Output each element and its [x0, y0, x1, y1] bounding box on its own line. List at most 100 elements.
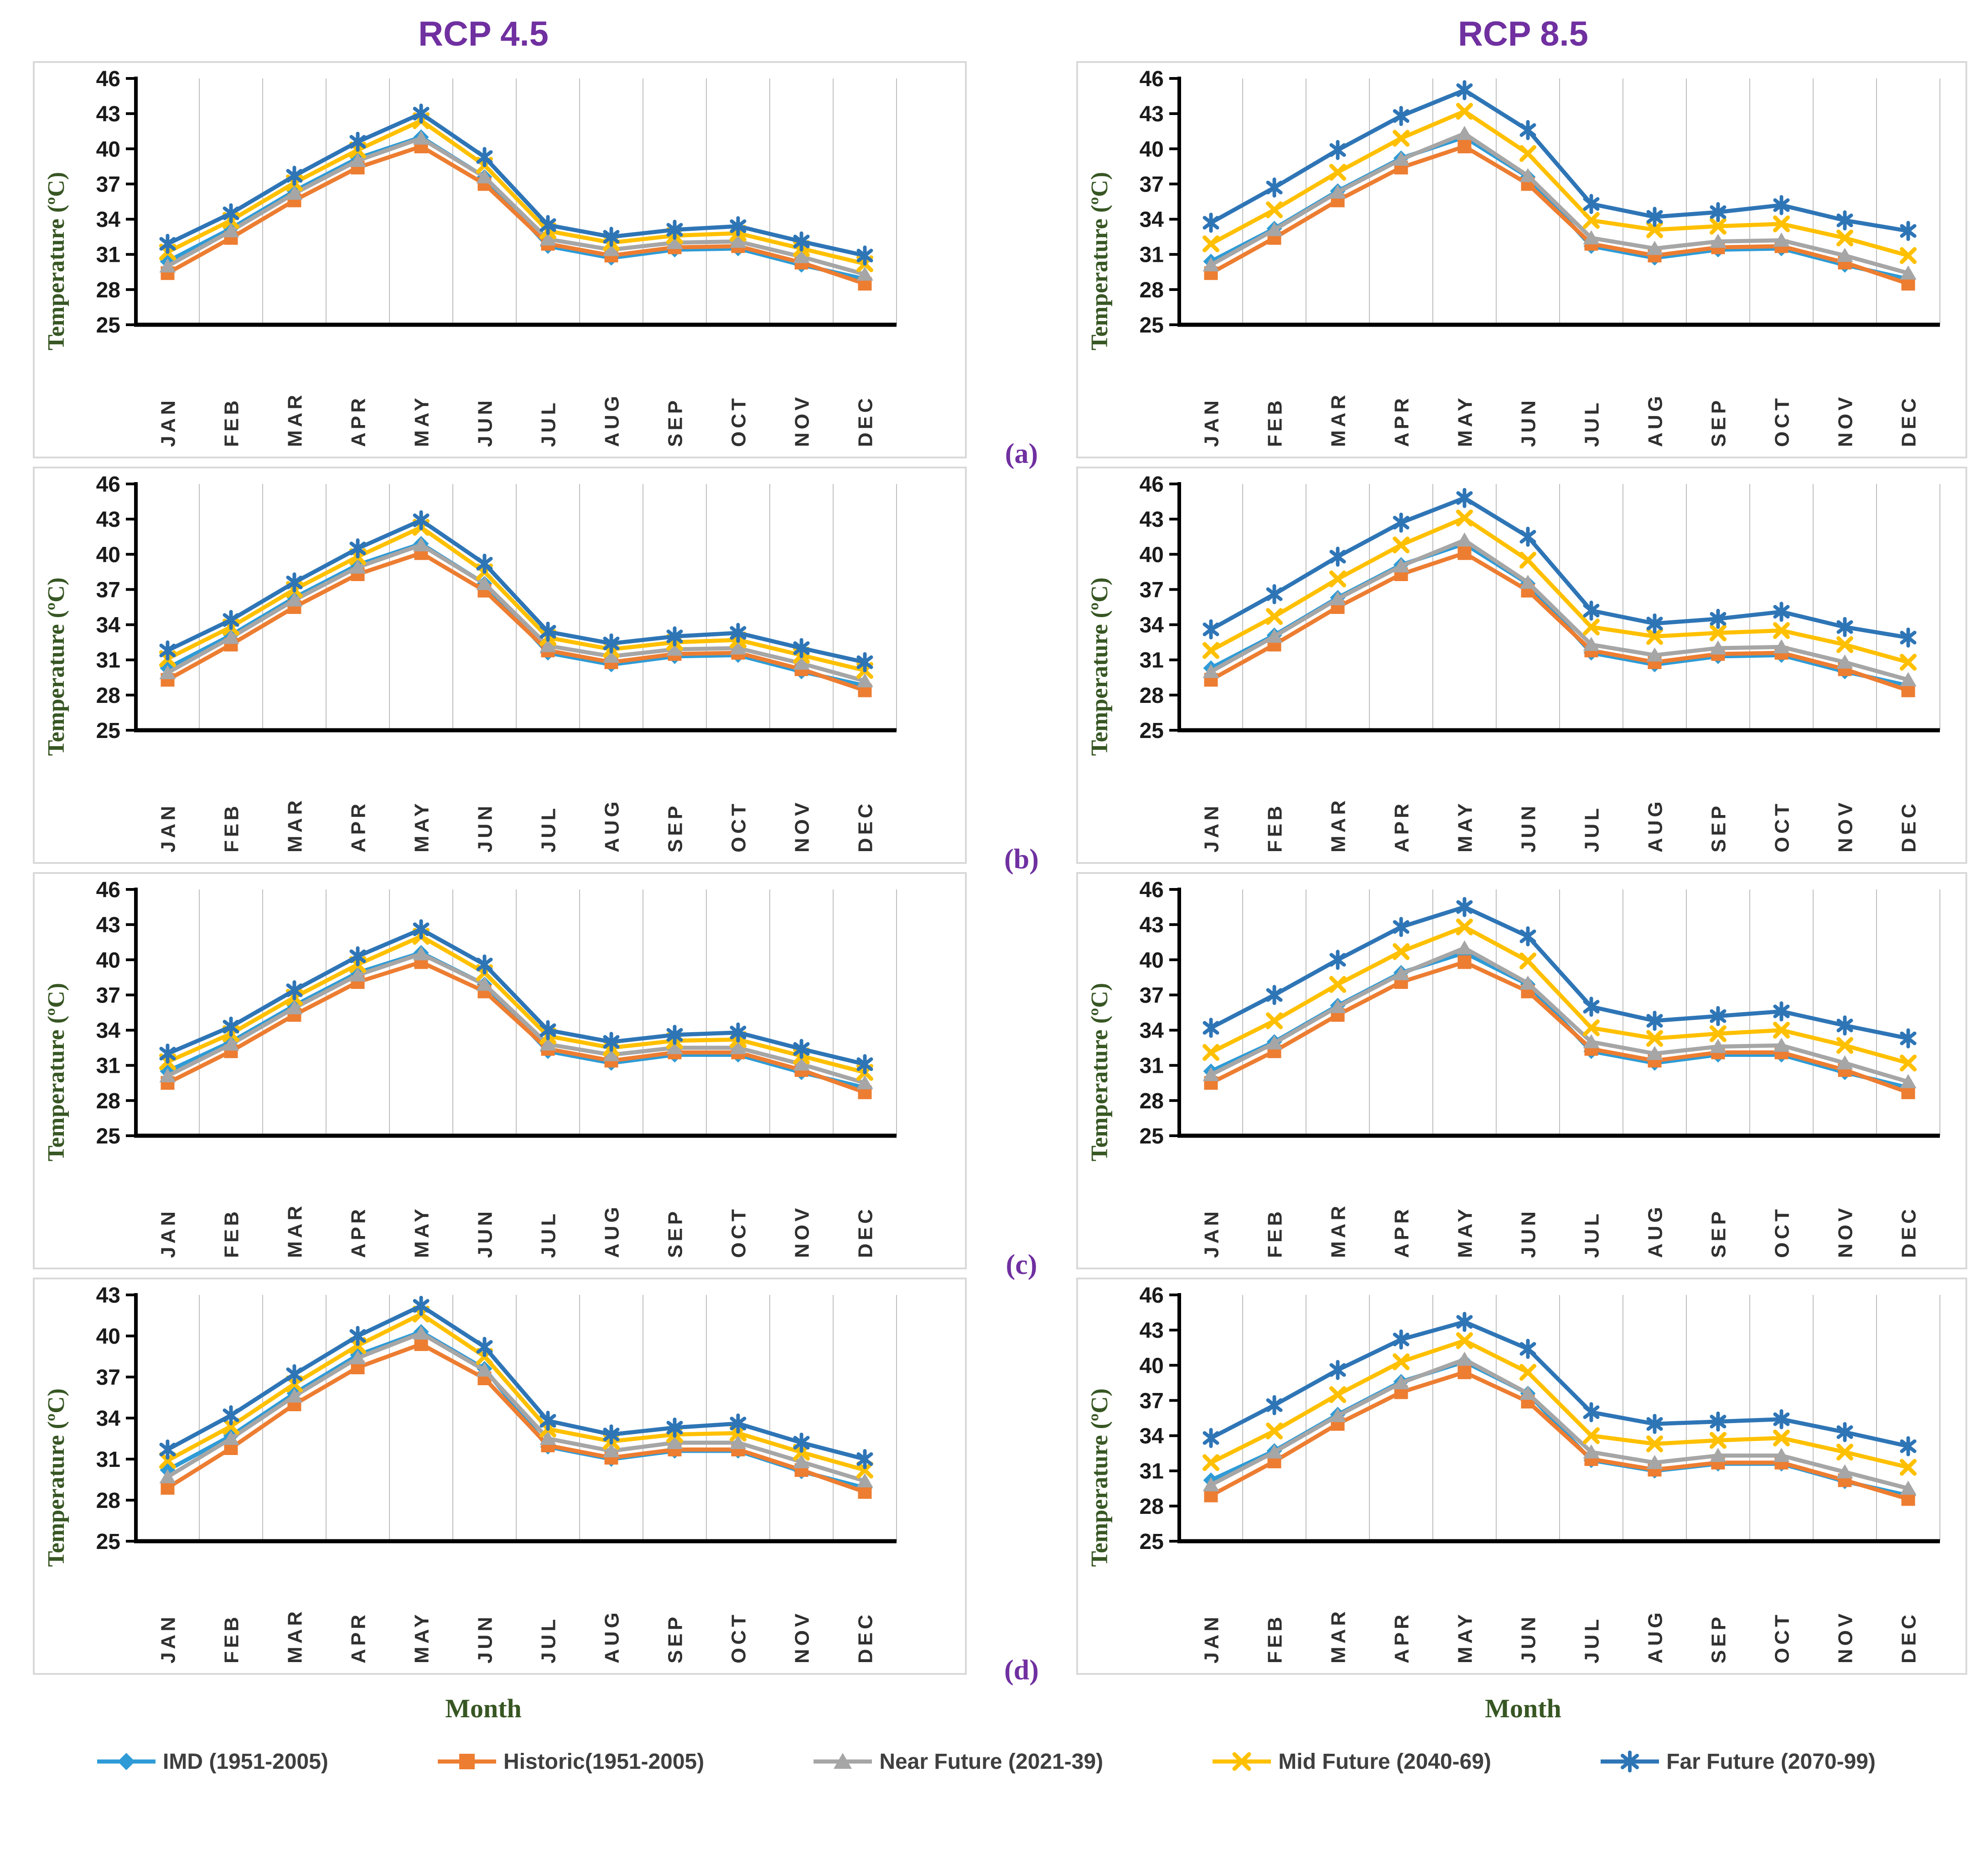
y-tick-label: 43: [96, 913, 120, 937]
y-tick-label: 37: [1140, 578, 1164, 602]
x-tick-label: OCT: [1771, 395, 1794, 447]
line-chart-d-rcp85: 46 43 40 37 34 31 28 25 JAN FEB MAR APR MAY JUN JUL AUG…: [1140, 1285, 1940, 1663]
star-marker: [1710, 608, 1726, 629]
legend-swatch-square-icon: [437, 1754, 496, 1769]
figure-title-row: RCP 4.5 RCP 8.5: [0, 0, 1970, 61]
triangle-marker: [1836, 248, 1853, 262]
y-tick-label: 34: [96, 208, 121, 232]
legend-swatch-diamond-icon: [97, 1753, 156, 1770]
x-tick-label: SEP: [1708, 397, 1730, 447]
chart-panel-c-rcp85: Temperature (ºC) 46 43 40 37 34 31 28 25 JAN FEB M…: [1076, 872, 1967, 1269]
series-line: [166, 518, 867, 665]
triangle-marker: [1456, 125, 1473, 140]
x-tick-label: MAY: [1454, 1611, 1477, 1663]
star-marker: [793, 231, 810, 252]
triangle-marker: [1646, 1046, 1663, 1060]
star-marker: [476, 1337, 493, 1357]
y-tick-label: 37: [96, 983, 120, 1008]
series-line: [1209, 1320, 1910, 1449]
x-marker: [1583, 618, 1600, 636]
y-tick-label: 40: [1140, 1354, 1164, 1378]
panel-label-b: (b): [1004, 844, 1039, 875]
star-marker: [539, 1411, 556, 1431]
y-axis-label: Temperature (ºC): [1081, 68, 1119, 454]
x-tick-label: MAR: [284, 392, 306, 447]
x-marker: [1646, 1030, 1663, 1047]
star-marker: [666, 626, 683, 647]
triangle-marker: [1329, 591, 1346, 605]
star-marker: [413, 1296, 430, 1316]
series-line: [1209, 516, 1910, 665]
star-marker: [1646, 207, 1663, 227]
star-marker: [1203, 1018, 1219, 1038]
triangle-marker: [413, 130, 430, 145]
y-tick-label: 43: [1140, 1319, 1164, 1343]
chart-panel-b-rcp45: Temperature (ºC) 46 43 40 37 34 31 28 25 JAN FEB M…: [33, 467, 967, 864]
x-marker: [223, 1418, 239, 1435]
triangle-marker: [476, 576, 493, 590]
triangle-marker: [413, 946, 430, 961]
x-marker: [1900, 1055, 1917, 1072]
star-marker: [1329, 1360, 1346, 1380]
legend-label: Near Future (2021-39): [879, 1749, 1104, 1774]
triangle-marker: [413, 1325, 430, 1340]
star-marker: [539, 215, 556, 235]
star-marker: [349, 538, 366, 559]
star-marker: [793, 1433, 810, 1453]
x-tick-label: DEC: [1898, 395, 1920, 447]
y-tick-label: 28: [1140, 1495, 1164, 1519]
x-tick-label: MAR: [1327, 392, 1350, 447]
star-marker: [1456, 897, 1473, 917]
y-tick-label: 46: [1140, 879, 1164, 902]
star-marker: [1836, 617, 1853, 637]
x-tick-label: JUL: [538, 400, 560, 447]
triangle-marker: [1836, 654, 1853, 669]
y-axis-label: Temperature (ºC): [1081, 1285, 1119, 1670]
x-tick-label: SEP: [664, 1208, 687, 1258]
series-mid: [1203, 918, 1917, 1072]
x-tick-label: JUN: [1518, 397, 1540, 447]
star-marker: [1203, 213, 1219, 233]
star-marker: [1583, 194, 1600, 214]
x-tick-label: FEB: [221, 397, 243, 447]
series-near: [1203, 532, 1917, 686]
series-line: [1209, 1370, 1910, 1501]
series-line: [1209, 109, 1910, 258]
y-axis-label-text: Temperature (ºC): [43, 577, 70, 756]
x-tick-label: SEP: [664, 1614, 687, 1663]
series-line: [166, 1331, 867, 1483]
star-marker: [1203, 1428, 1219, 1448]
triangle-marker: [666, 1435, 683, 1449]
series-mid: [1203, 103, 1917, 264]
series-line: [1209, 551, 1910, 693]
triangle-marker: [1900, 265, 1917, 280]
legend-label: Far Future (2070-99): [1666, 1749, 1876, 1774]
triangle-marker: [1900, 1074, 1917, 1088]
triangle-marker: [413, 537, 430, 551]
y-tick-label: 25: [96, 1124, 120, 1148]
y-axis-label-text: Temperature (ºC): [1087, 982, 1113, 1162]
y-tick-label: 28: [96, 278, 120, 302]
y-tick-label: 37: [1140, 983, 1164, 1008]
legend-swatch-x-icon: [1213, 1752, 1271, 1771]
y-tick-label: 40: [96, 948, 120, 972]
chart-panel-b-rcp85: Temperature (ºC) 46 43 40 37 34 31 28 25 JAN FEB M…: [1076, 467, 1967, 864]
y-tick-label: 31: [1140, 1054, 1164, 1078]
star-marker: [286, 572, 303, 592]
x-tick-label: DEC: [855, 1206, 877, 1258]
row-gutter: (c): [967, 872, 1076, 1280]
x-tick-label: MAR: [284, 797, 306, 852]
x-tick-label: JUN: [474, 397, 497, 447]
star-marker: [730, 1022, 747, 1043]
triangle-marker: [476, 1362, 493, 1377]
legend-item-imd: IMD (1951-2005): [94, 1747, 328, 1776]
series-near: [159, 1325, 873, 1487]
x-marker: [856, 1461, 873, 1479]
x-tick-label: NOV: [1835, 1205, 1857, 1258]
triangle-marker: [793, 1454, 810, 1468]
star-marker: [1519, 526, 1536, 547]
x-marker: [1519, 145, 1536, 162]
series-line: [1209, 905, 1910, 1041]
x-tick-label: SEP: [1708, 1614, 1730, 1663]
series-line: [1209, 925, 1910, 1065]
